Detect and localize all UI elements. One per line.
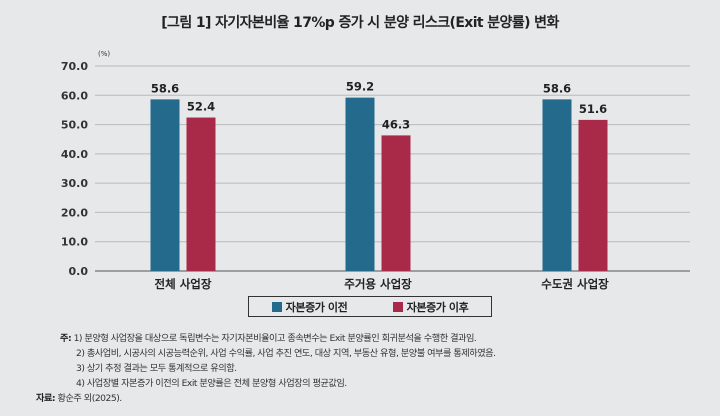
legend: 자본증가 이전 자본증가 이후 xyxy=(248,296,492,317)
bar-after xyxy=(381,135,411,271)
x-tick-label: 주거용 사업장 xyxy=(344,277,412,291)
x-tick-label: 전체 사업장 xyxy=(155,277,212,291)
bar-before xyxy=(542,99,572,271)
legend-item-after: 자본증가 이후 xyxy=(392,299,469,315)
data-label: 58.6 xyxy=(151,81,179,95)
bar-chart: (%) 0.0 10.0 20.0 30.0 40.0 50.0 60.0 70.0 전체 사업장… xyxy=(61,50,690,291)
bar-after xyxy=(186,117,216,272)
bar-before xyxy=(345,97,375,271)
data-label: 51.6 xyxy=(579,102,607,116)
source-label: 자료: xyxy=(36,393,56,404)
y-tick-label: 70.0 xyxy=(61,60,88,73)
y-tick-label: 10.0 xyxy=(61,236,88,249)
data-label: 59.2 xyxy=(346,80,374,94)
data-label: 52.4 xyxy=(187,100,215,114)
note-prefix: 주: xyxy=(60,333,72,344)
legend-swatch-before xyxy=(271,301,282,312)
y-axis-unit: (%) xyxy=(98,50,110,58)
bar-after xyxy=(578,119,608,271)
note-line-1: 주: 1) 분양형 사업장을 대상으로 독립변수는 자기자본비율이고 종속변수는… xyxy=(36,331,496,346)
legend-item-before: 자본증가 이전 xyxy=(271,299,348,315)
y-tick-label: 0.0 xyxy=(69,265,89,278)
footnotes: 주: 1) 분양형 사업장을 대상으로 독립변수는 자기자본비율이고 종속변수는… xyxy=(36,331,496,406)
data-label: 46.3 xyxy=(382,117,410,131)
legend-label-after: 자본증가 이후 xyxy=(406,300,469,314)
source-line: 자료: 황순주 외(2025). xyxy=(36,391,496,406)
legend-label-before: 자본증가 이전 xyxy=(285,300,348,314)
y-tick-label: 30.0 xyxy=(61,177,88,190)
chart-title: [그림 1] 자기자본비율 17%p 증가 시 분양 리스크(Exit 분양률)… xyxy=(161,15,559,31)
source-text: 황순주 외(2025). xyxy=(57,393,123,404)
x-tick-label: 수도권 사업장 xyxy=(541,277,609,291)
note-text: 1) 분양형 사업장을 대상으로 독립변수는 자기자본비율이고 종속변수는 Ex… xyxy=(73,333,477,344)
bar-before xyxy=(150,99,180,271)
y-tick-label: 50.0 xyxy=(61,119,88,132)
note-line-3: 3) 상기 추정 결과는 모두 통계적으로 유의함. xyxy=(76,363,237,374)
legend-swatch-after xyxy=(392,301,403,312)
y-tick-label: 20.0 xyxy=(61,206,88,219)
note-line-4: 4) 사업장별 자본증가 이전의 Exit 분양률은 전체 분양형 사업장의 평… xyxy=(76,378,347,389)
note-line-2: 2) 총사업비, 시공사의 시공능력순위, 사업 수익률, 사업 추진 연도, … xyxy=(76,348,496,359)
y-tick-label: 60.0 xyxy=(61,89,88,102)
y-tick-label: 40.0 xyxy=(61,148,88,161)
data-label: 58.6 xyxy=(543,81,571,95)
